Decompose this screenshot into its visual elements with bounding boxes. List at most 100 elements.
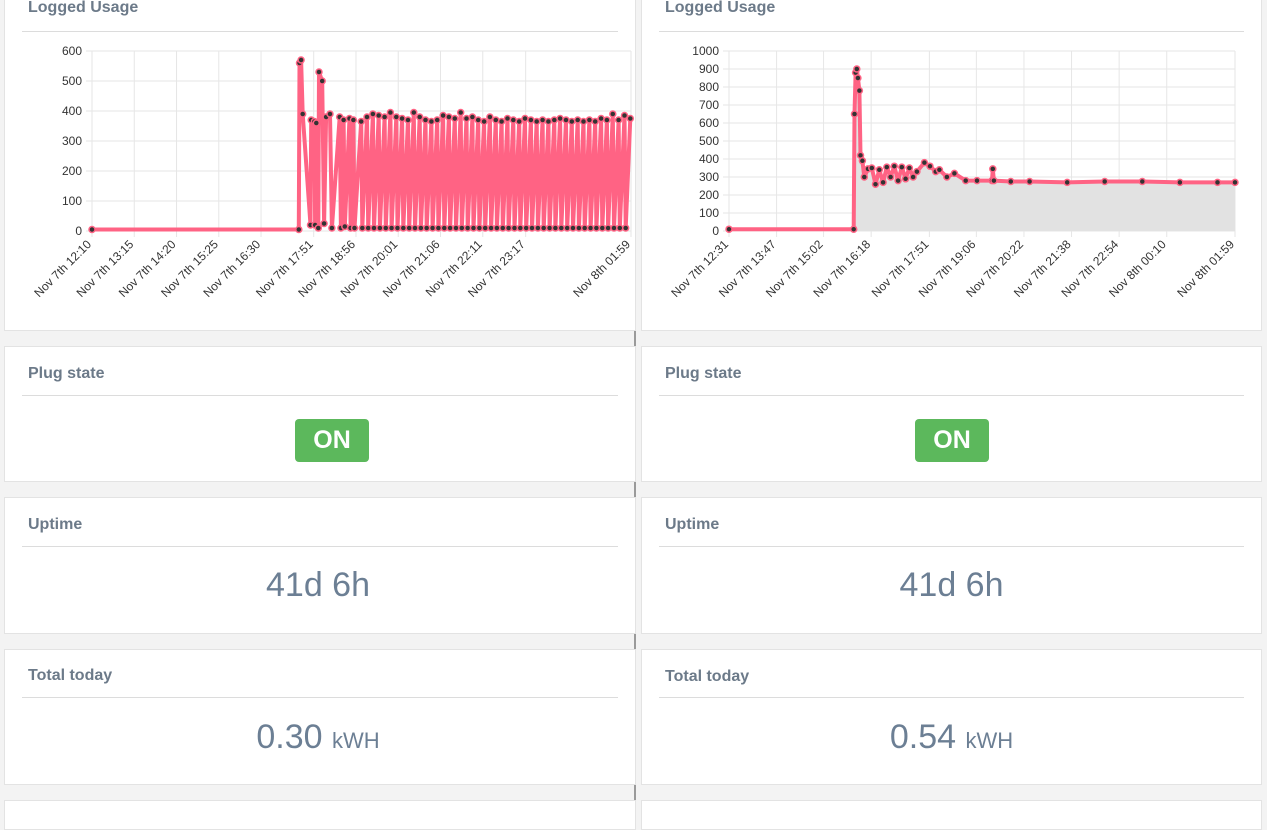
data-point: [568, 117, 576, 126]
data-point: [398, 114, 406, 123]
series-area: [729, 69, 1235, 231]
title-rule: [659, 546, 1244, 547]
title-rule: [22, 697, 618, 698]
total-today-title: Total today: [28, 667, 113, 684]
data-point: [451, 114, 459, 123]
data-point: [580, 224, 589, 232]
data-point: [376, 224, 384, 232]
data-point: [898, 163, 906, 171]
title-rule: [659, 697, 1244, 698]
data-point: [886, 173, 895, 181]
data-point: [349, 116, 358, 124]
y-tick-label: 500: [699, 134, 719, 148]
uptime-value: 41d 6h: [266, 566, 370, 604]
data-point: [421, 116, 430, 124]
data-point: [456, 108, 465, 117]
data-point: [569, 224, 577, 232]
data-point: [1063, 178, 1071, 187]
data-point: [298, 110, 307, 118]
data-point: [883, 163, 891, 171]
data-point: [88, 225, 96, 234]
y-tick-label: 200: [62, 164, 82, 178]
data-point: [380, 113, 389, 121]
data-point: [481, 224, 489, 232]
next-card: [4, 800, 636, 830]
y-tick-label: 800: [699, 80, 719, 94]
total-today-value-row: 0.54 kWH: [642, 718, 1261, 757]
y-tick-label: 600: [62, 44, 82, 58]
data-point: [973, 176, 981, 185]
data-point: [320, 219, 328, 228]
data-point: [860, 173, 869, 181]
plug-state-title: Plug state: [665, 365, 742, 382]
data-point: [989, 165, 997, 173]
y-tick-label: 0: [75, 224, 82, 238]
x-tick-label: Nov 8th 01:59: [570, 237, 633, 300]
data-point: [410, 108, 418, 117]
title-rule: [659, 31, 1244, 32]
total-today-unit: kWH: [331, 728, 380, 753]
data-point: [358, 224, 367, 232]
plug-state-on-button[interactable]: ON: [295, 419, 369, 462]
y-tick-label: 900: [699, 62, 719, 76]
total-today-title: Total today: [665, 668, 750, 685]
data-point: [592, 224, 601, 232]
data-point: [350, 224, 359, 232]
data-point: [539, 224, 548, 232]
data-point: [950, 169, 959, 178]
data-point: [557, 224, 566, 232]
data-point: [422, 224, 431, 232]
data-point: [905, 164, 914, 172]
data-point: [603, 116, 611, 124]
series-line: [92, 58, 633, 232]
data-point: [943, 173, 951, 181]
y-tick-label: 600: [699, 116, 719, 130]
logged-usage-card: Logged Usage 0 100 200 300 400 500 600 Nov 7th …: [4, 0, 636, 331]
y-tick-label: 200: [699, 188, 719, 202]
data-point: [1025, 177, 1034, 186]
y-tick-label: 100: [62, 194, 82, 208]
data-point: [556, 114, 564, 123]
plug-state-card: Plug state ON: [4, 346, 636, 482]
data-point: [532, 117, 541, 126]
y-tick-label: 100: [699, 206, 719, 220]
data-point: [626, 114, 635, 123]
data-point: [328, 224, 336, 232]
data-point: [901, 175, 910, 183]
data-point: [1100, 177, 1109, 186]
y-tick-label: 0: [712, 224, 719, 238]
data-point: [486, 113, 494, 121]
data-point: [387, 224, 396, 232]
data-point: [858, 157, 867, 165]
panel-left: Logged Usage 0 100 200 300 400 500 600 Nov 7th …: [0, 0, 636, 830]
plug-state-on-button[interactable]: ON: [915, 419, 989, 462]
data-point: [850, 110, 859, 118]
total-today-unit: kWH: [965, 728, 1014, 753]
total-today-card: Total today 0.54 kWH: [641, 649, 1262, 785]
data-point: [445, 113, 453, 121]
data-point: [399, 224, 408, 232]
data-point: [614, 116, 623, 124]
data-point: [879, 178, 887, 187]
y-tick-label: 1000: [692, 44, 719, 58]
data-point: [295, 225, 303, 234]
data-point: [849, 225, 858, 233]
data-point: [497, 117, 506, 126]
data-point: [404, 116, 412, 124]
data-point: [591, 117, 599, 126]
data-point: [312, 119, 321, 127]
y-tick-label: 400: [699, 152, 719, 166]
data-point: [374, 111, 383, 120]
y-tick-label: 400: [62, 104, 82, 118]
data-point: [297, 56, 305, 64]
data-point: [433, 116, 441, 124]
data-point: [1138, 177, 1147, 186]
logged-usage-title: Logged Usage: [665, 0, 776, 16]
plug-state-title: Plug state: [28, 365, 105, 382]
data-point: [909, 173, 917, 181]
data-point: [509, 116, 518, 124]
total-today-value: 0.54: [889, 718, 957, 756]
data-point: [462, 114, 471, 123]
y-tick-label: 300: [699, 170, 719, 184]
